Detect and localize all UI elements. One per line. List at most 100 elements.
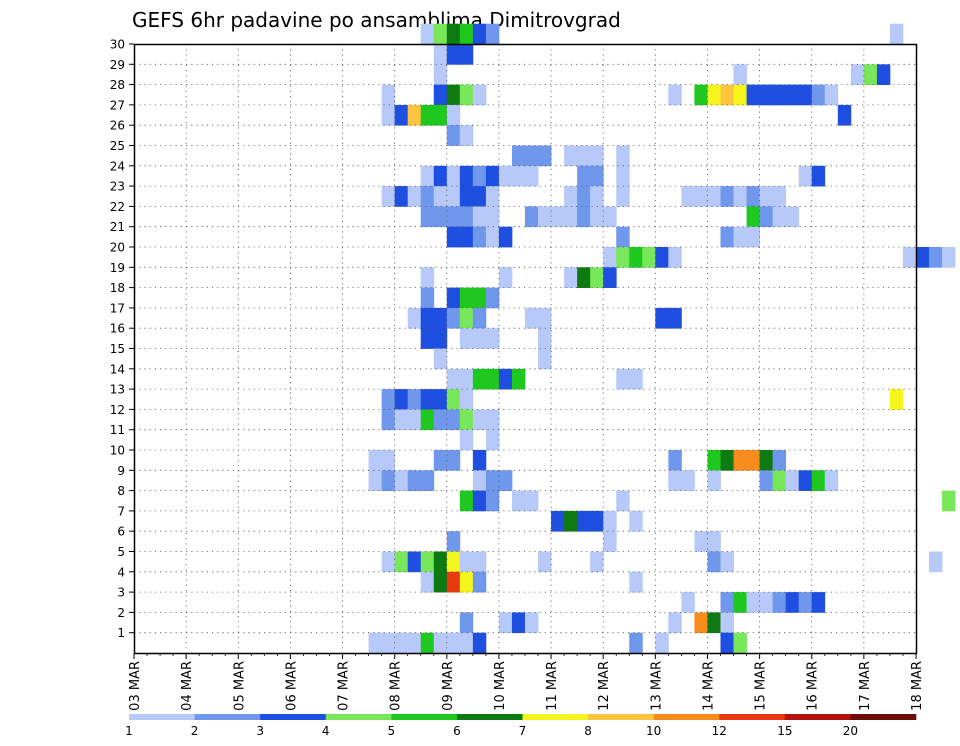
heat-cell — [577, 165, 591, 187]
heat-cell — [590, 145, 604, 167]
x-tick-label: 07 MAR — [337, 661, 352, 711]
heat-cell — [525, 165, 539, 187]
legend-swatch — [588, 714, 654, 720]
heat-cell — [720, 612, 734, 634]
y-tick-label: 15 — [110, 342, 125, 356]
heat-cell — [772, 84, 787, 106]
heat-cell — [694, 84, 708, 106]
heat-cell — [564, 145, 578, 167]
heat-cell — [407, 389, 422, 410]
heat-cell — [603, 206, 617, 228]
heat-cell — [720, 186, 734, 207]
heat-cell — [590, 267, 604, 288]
legend-label: 2 — [191, 724, 199, 738]
heat-cell — [889, 23, 904, 45]
heat-cell — [459, 389, 474, 410]
heat-cell — [459, 165, 474, 187]
heat-cell — [472, 226, 487, 248]
heat-cell — [590, 551, 604, 573]
legend-label: 8 — [584, 724, 592, 738]
heat-cell — [681, 470, 695, 491]
x-tick-label: 16 MAR — [806, 661, 821, 711]
x-tick-label: 05 MAR — [232, 661, 247, 711]
heat-cell — [772, 186, 787, 207]
heat-cell — [642, 247, 656, 268]
heat-cell — [694, 186, 708, 207]
heat-cell — [616, 145, 630, 167]
heat-cell — [538, 328, 552, 349]
heat-cell — [485, 368, 500, 390]
x-tick-label: 03 MAR — [128, 661, 143, 711]
heat-cell — [564, 510, 578, 532]
heat-cell — [446, 389, 461, 410]
heat-cell — [577, 206, 591, 228]
heat-cell — [798, 84, 813, 106]
heat-cell — [433, 84, 448, 106]
heat-cell — [420, 186, 435, 207]
heat-cell — [433, 64, 448, 85]
heat-cell — [511, 145, 526, 167]
heat-cell — [459, 44, 474, 65]
y-tick-label: 1 — [117, 626, 125, 640]
heat-cell — [446, 531, 461, 552]
heat-cell — [472, 470, 487, 491]
heat-cell — [381, 389, 396, 410]
heat-cell — [459, 490, 474, 512]
heat-cell — [459, 206, 474, 228]
heat-cell — [394, 104, 409, 126]
heat-cell — [511, 165, 526, 187]
heat-cell — [707, 450, 721, 471]
heat-cell — [420, 470, 435, 491]
heat-cell — [446, 551, 461, 573]
heat-cell — [433, 389, 448, 410]
y-tick-label: 2 — [117, 606, 125, 620]
heat-cell — [616, 226, 630, 248]
heat-cell — [472, 23, 487, 45]
heat-cell — [407, 186, 422, 207]
heat-cell — [433, 23, 448, 45]
heat-cell — [733, 226, 747, 248]
heat-cell — [433, 328, 448, 349]
heat-cell — [472, 84, 487, 106]
heat-cell — [498, 368, 513, 390]
heat-cell — [433, 571, 448, 593]
heat-cell — [564, 206, 578, 228]
heat-cell — [681, 592, 695, 613]
heat-cell — [525, 490, 539, 512]
legend-swatch — [260, 714, 327, 720]
heat-cell — [551, 510, 565, 532]
heat-cell — [459, 632, 474, 654]
heat-cell — [446, 287, 461, 309]
x-tick-label: 04 MAR — [180, 661, 195, 711]
heat-cell — [798, 470, 813, 491]
legend-swatch — [653, 714, 720, 720]
heat-cell — [720, 632, 734, 654]
heat-cell — [655, 632, 669, 654]
heat-cell — [459, 287, 474, 309]
y-tick-label: 11 — [110, 423, 125, 437]
y-tick-label: 28 — [110, 78, 125, 92]
heat-cell — [381, 551, 396, 573]
y-tick-label: 24 — [110, 159, 125, 173]
heat-cell — [485, 409, 500, 431]
legend-label: 7 — [519, 724, 527, 738]
heat-cell — [485, 23, 500, 45]
heat-cell — [733, 450, 747, 471]
heat-cell — [446, 307, 461, 329]
y-tick-label: 30 — [110, 38, 125, 52]
heat-cell — [707, 551, 721, 573]
legend-swatch — [719, 714, 786, 720]
heat-cell — [616, 247, 630, 268]
heat-cell — [394, 409, 409, 431]
heat-cell — [433, 450, 448, 471]
legend-label: 5 — [388, 724, 396, 738]
heat-cell — [446, 84, 461, 106]
heat-cell — [472, 551, 487, 573]
heat-cell — [590, 165, 604, 187]
heat-cell — [785, 84, 800, 106]
heat-cell — [889, 389, 904, 410]
heat-cell — [759, 84, 774, 106]
legend-swatch — [784, 714, 851, 720]
heat-cell — [381, 450, 396, 471]
heat-cell — [420, 389, 435, 410]
